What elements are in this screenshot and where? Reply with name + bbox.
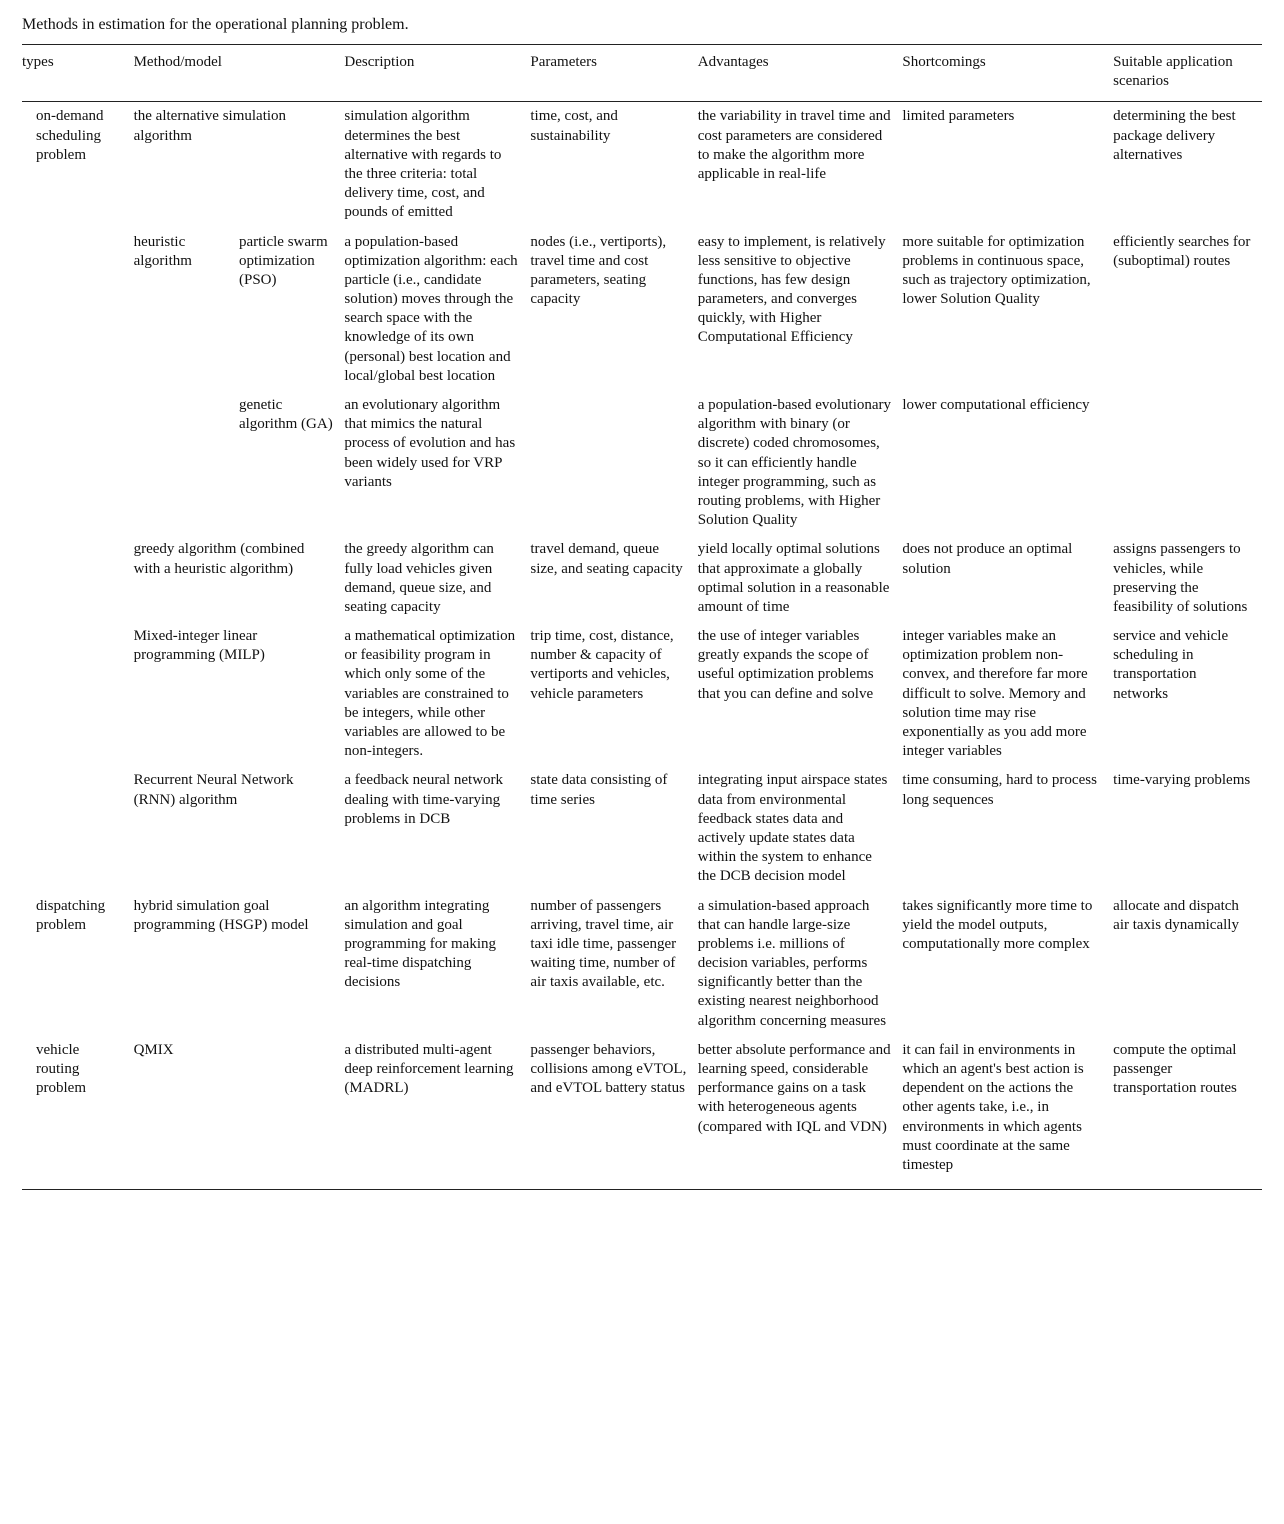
cell-parameters: trip time, cost, distance, number & capa… [530, 622, 697, 766]
col-types: types [22, 45, 134, 102]
cell-suitable: assigns passengers to vehicles, while pr… [1113, 535, 1262, 622]
cell-advantages: easy to implement, is relatively less se… [698, 228, 903, 392]
table-row: dispatching problem hybrid simulation go… [22, 892, 1262, 1036]
col-shortcomings: Shortcomings [902, 45, 1113, 102]
table-row: on-demand scheduling problem the alterna… [22, 102, 1262, 228]
table-row: Recurrent Neural Network (RNN) algorithm… [22, 766, 1262, 891]
cell-shortcomings: time consuming, hard to process long seq… [902, 766, 1113, 891]
col-advantages: Advantages [698, 45, 903, 102]
cell-parameters: nodes (i.e., vertiports), travel time an… [530, 228, 697, 392]
page: Methods in estimation for the operationa… [0, 0, 1284, 1218]
table-caption: Methods in estimation for the operationa… [22, 16, 1262, 34]
cell-method: greedy algorithm (combined with a heuris… [134, 535, 345, 622]
cell-suitable: allocate and dispatch air taxis dynamica… [1113, 892, 1262, 1036]
cell-type [22, 391, 134, 535]
cell-description: a population-based optimization algorith… [344, 228, 530, 392]
cell-method-sub: particle swarm optimization (PSO) [239, 228, 344, 392]
cell-description: simulation algorithm determines the best… [344, 102, 530, 228]
table-row: heuristic algorithm particle swarm optim… [22, 228, 1262, 392]
col-description: Description [344, 45, 530, 102]
cell-method-sub: genetic algorithm (GA) [239, 391, 344, 535]
cell-description: a distributed multi-agent deep reinforce… [344, 1036, 530, 1190]
cell-suitable: time-varying problems [1113, 766, 1262, 891]
col-method: Method/model [134, 45, 345, 102]
cell-parameters: travel demand, queue size, and seating c… [530, 535, 697, 622]
cell-parameters: state data consisting of time series [530, 766, 697, 891]
cell-type [22, 766, 134, 891]
cell-shortcomings: does not produce an optimal solution [902, 535, 1113, 622]
cell-type [22, 622, 134, 766]
cell-suitable: determining the best package delivery al… [1113, 102, 1262, 228]
cell-description: an algorithm integrating simulation and … [344, 892, 530, 1036]
table-header-row: types Method/model Description Parameter… [22, 45, 1262, 102]
cell-advantages: a population-based evolutionary algorith… [698, 391, 903, 535]
cell-suitable: efficiently searches for (suboptimal) ro… [1113, 228, 1262, 392]
cell-description: a feedback neural network dealing with t… [344, 766, 530, 891]
cell-shortcomings: more suitable for optimization problems … [902, 228, 1113, 392]
cell-shortcomings: it can fail in environments in which an … [902, 1036, 1113, 1190]
table-row: genetic algorithm (GA) an evolutionary a… [22, 391, 1262, 535]
cell-parameters: time, cost, and sustainability [530, 102, 697, 228]
table-row: vehicle routing problem QMIX a distribut… [22, 1036, 1262, 1190]
cell-advantages: yield locally optimal solutions that app… [698, 535, 903, 622]
cell-suitable: compute the optimal passenger transporta… [1113, 1036, 1262, 1190]
cell-method-group: heuristic algorithm [134, 228, 239, 392]
cell-description: a mathematical optimization or feasibili… [344, 622, 530, 766]
cell-method: QMIX [134, 1036, 345, 1190]
cell-parameters: number of passengers arriving, travel ti… [530, 892, 697, 1036]
cell-method-group [134, 391, 239, 535]
cell-parameters [530, 391, 697, 535]
cell-suitable: service and vehicle scheduling in transp… [1113, 622, 1262, 766]
cell-type: on-demand scheduling problem [22, 102, 134, 228]
cell-method: Recurrent Neural Network (RNN) algorithm [134, 766, 345, 891]
cell-shortcomings: lower computational efficiency [902, 391, 1113, 535]
cell-type: vehicle routing problem [22, 1036, 134, 1190]
cell-shortcomings: takes significantly more time to yield t… [902, 892, 1113, 1036]
cell-suitable [1113, 391, 1262, 535]
table-row: greedy algorithm (combined with a heuris… [22, 535, 1262, 622]
col-parameters: Parameters [530, 45, 697, 102]
cell-advantages: the use of integer variables greatly exp… [698, 622, 903, 766]
cell-type [22, 535, 134, 622]
table-row: Mixed-integer linear programming (MILP) … [22, 622, 1262, 766]
cell-description: an evolutionary algorithm that mimics th… [344, 391, 530, 535]
cell-advantages: a simulation-based approach that can han… [698, 892, 903, 1036]
cell-advantages: integrating input airspace states data f… [698, 766, 903, 891]
methods-table: types Method/model Description Parameter… [22, 44, 1262, 1190]
cell-parameters: passenger behaviors, collisions among eV… [530, 1036, 697, 1190]
cell-method: the alternative simulation algorithm [134, 102, 345, 228]
cell-method: hybrid simulation goal programming (HSGP… [134, 892, 345, 1036]
cell-description: the greedy algorithm can fully load vehi… [344, 535, 530, 622]
cell-shortcomings: limited parameters [902, 102, 1113, 228]
cell-advantages: the variability in travel time and cost … [698, 102, 903, 228]
cell-advantages: better absolute performance and learning… [698, 1036, 903, 1190]
cell-method: Mixed-integer linear programming (MILP) [134, 622, 345, 766]
cell-type [22, 228, 134, 392]
col-suitable: Suitable application scenarios [1113, 45, 1262, 102]
cell-type: dispatching problem [22, 892, 134, 1036]
cell-shortcomings: integer variables make an optimization p… [902, 622, 1113, 766]
